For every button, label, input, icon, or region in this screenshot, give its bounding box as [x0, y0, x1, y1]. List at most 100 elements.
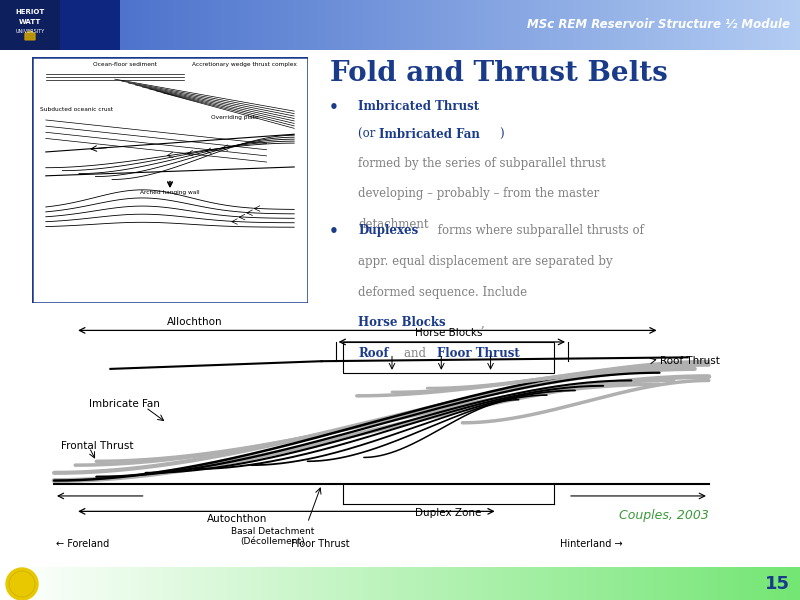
- Bar: [342, 0, 344, 50]
- Bar: [378, 567, 382, 600]
- Bar: [64, 0, 66, 50]
- Bar: [302, 0, 304, 50]
- Bar: [726, 567, 729, 600]
- Bar: [368, 0, 370, 50]
- Bar: [78, 0, 80, 50]
- Bar: [430, 0, 432, 50]
- Bar: [426, 567, 430, 600]
- Bar: [392, 567, 396, 600]
- Bar: [350, 0, 352, 50]
- Bar: [498, 0, 502, 50]
- Bar: [510, 567, 513, 600]
- Bar: [264, 567, 268, 600]
- Bar: [754, 567, 758, 600]
- Bar: [742, 0, 744, 50]
- Bar: [494, 0, 496, 50]
- Bar: [120, 567, 124, 600]
- Bar: [334, 567, 337, 600]
- Bar: [792, 567, 796, 600]
- Bar: [6, 567, 9, 600]
- Bar: [262, 0, 264, 50]
- Bar: [662, 0, 664, 50]
- Bar: [382, 0, 384, 50]
- Bar: [138, 0, 142, 50]
- Bar: [280, 0, 282, 50]
- Bar: [82, 0, 86, 50]
- Bar: [210, 0, 214, 50]
- Bar: [304, 567, 308, 600]
- Bar: [158, 0, 160, 50]
- Bar: [470, 0, 472, 50]
- Bar: [210, 567, 214, 600]
- Bar: [306, 0, 310, 50]
- Text: Fold and Thrust Belts: Fold and Thrust Belts: [330, 60, 667, 87]
- Bar: [438, 0, 440, 50]
- Bar: [32, 0, 34, 50]
- Bar: [378, 0, 382, 50]
- Bar: [290, 0, 294, 50]
- Bar: [382, 567, 385, 600]
- Bar: [230, 0, 232, 50]
- Bar: [614, 0, 616, 50]
- Bar: [598, 0, 600, 50]
- Bar: [306, 567, 310, 600]
- Bar: [488, 567, 492, 600]
- Bar: [750, 567, 753, 600]
- Bar: [94, 0, 96, 50]
- Bar: [418, 0, 422, 50]
- Bar: [606, 567, 609, 600]
- Bar: [118, 567, 121, 600]
- Bar: [250, 567, 254, 600]
- Bar: [390, 567, 393, 600]
- Bar: [502, 0, 504, 50]
- Bar: [256, 567, 260, 600]
- Bar: [128, 567, 132, 600]
- Bar: [240, 0, 242, 50]
- Bar: [386, 0, 390, 50]
- Text: •: •: [329, 224, 338, 239]
- Polygon shape: [25, 31, 35, 40]
- Bar: [706, 0, 710, 50]
- Bar: [746, 567, 750, 600]
- Bar: [614, 567, 617, 600]
- Bar: [152, 0, 154, 50]
- Bar: [616, 567, 620, 600]
- Bar: [202, 0, 206, 50]
- Bar: [248, 0, 250, 50]
- Bar: [16, 567, 20, 600]
- Bar: [102, 0, 104, 50]
- Bar: [442, 0, 446, 50]
- Bar: [738, 567, 742, 600]
- Bar: [0, 0, 60, 50]
- Bar: [414, 0, 416, 50]
- Bar: [294, 567, 297, 600]
- Bar: [392, 0, 394, 50]
- Text: Horse Blocks: Horse Blocks: [414, 328, 482, 338]
- Bar: [782, 0, 784, 50]
- Bar: [328, 567, 332, 600]
- Bar: [368, 567, 372, 600]
- Bar: [72, 567, 76, 600]
- Bar: [792, 0, 794, 50]
- Bar: [226, 0, 230, 50]
- Bar: [194, 567, 198, 600]
- Bar: [562, 567, 566, 600]
- Bar: [208, 0, 210, 50]
- Bar: [608, 567, 612, 600]
- Bar: [642, 567, 646, 600]
- Bar: [296, 567, 300, 600]
- Bar: [322, 567, 326, 600]
- Bar: [642, 0, 646, 50]
- Bar: [638, 0, 640, 50]
- Bar: [720, 567, 724, 600]
- Bar: [190, 0, 192, 50]
- Bar: [682, 0, 686, 50]
- Bar: [606, 0, 608, 50]
- Bar: [790, 567, 793, 600]
- Bar: [66, 567, 70, 600]
- Bar: [590, 0, 592, 50]
- Bar: [440, 0, 442, 50]
- Bar: [362, 0, 366, 50]
- Bar: [146, 0, 150, 50]
- Bar: [150, 567, 153, 600]
